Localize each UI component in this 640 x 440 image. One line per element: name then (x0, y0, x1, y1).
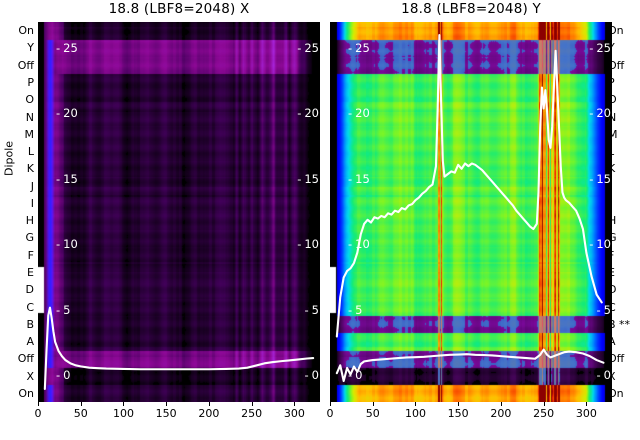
dipole-tick-right-2: Off (608, 58, 625, 72)
panel-title-y: 18.8 (LBF8=2048) Y (401, 1, 541, 17)
dipole-tick-left-7: L (27, 145, 34, 159)
overlay-series-0 (43, 306, 315, 390)
dipole-tick-left-9: J (30, 179, 34, 193)
overlay-series-0 (335, 34, 603, 338)
xtick-left-label-250: 250 (241, 407, 263, 420)
dipole-tick-left-16: C (26, 300, 34, 314)
dipole-tick-left-2: Off (17, 58, 34, 72)
xtick-left-mark-50 (80, 402, 82, 406)
dipole-tick-right-19: Off (608, 352, 625, 366)
dipole-tick-right-11: H (608, 214, 617, 228)
dipole-tick-right-4: O (608, 93, 617, 107)
dipole-tick-right-15: D (608, 283, 617, 297)
xtick-left-label-200: 200 (198, 407, 220, 420)
spectrogram-panel-x[interactable]: -25-25-20-20-15-15-10-10-5-5-0-0 (38, 22, 320, 402)
xtick-right-label-300: 300 (575, 407, 597, 420)
dipole-tick-left-3: P (27, 75, 34, 89)
x-axis-right: 0 50 100 150 200 250 300 (326, 402, 612, 436)
xtick-right-mark-50 (372, 402, 374, 406)
xtick-left-mark-150 (166, 402, 168, 406)
xtick-left-mark-100 (123, 402, 125, 406)
xtick-right-label-0: 0 (326, 407, 334, 420)
dipole-tick-left-12: G (25, 231, 34, 245)
panel-title-x: 18.8 (LBF8=2048) X (108, 1, 250, 17)
dipole-ticks-left: On Y Off P O N M L K J I H G F E D C B A Off X On (2, 22, 36, 402)
dipole-tick-right-17: B ** (608, 317, 631, 331)
overlay-curve-x (43, 306, 315, 390)
dipole-tick-left-6: M (24, 127, 35, 141)
xtick-right-label-250: 250 (533, 407, 555, 420)
dipole-tick-left-5: N (25, 110, 34, 124)
dipole-tick-left-13: F (27, 248, 34, 262)
xtick-left-label-0: 0 (34, 407, 42, 420)
xtick-right-label-150: 150 (447, 407, 469, 420)
xtick-right-label-200: 200 (490, 407, 512, 420)
dipole-tick-left-17: B (26, 317, 34, 331)
xtick-left-mark-0 (38, 402, 39, 406)
spectrogram-image-x (38, 22, 320, 402)
spectrogram-image-y (330, 22, 612, 402)
xtick-left-mark-200 (208, 402, 210, 406)
overlay-series-1 (335, 348, 605, 383)
dipole-tick-left-14: E (27, 265, 34, 279)
dipole-tick-left-4: O (25, 93, 34, 107)
xtick-left-label-300: 300 (283, 407, 305, 420)
dipole-tick-right-6: M (608, 127, 618, 141)
spectrogram-panel-y[interactable]: -25-25-20-20-15-15-10-10-5-5-0-0 (330, 22, 612, 402)
xtick-left-mark-300 (294, 402, 296, 406)
dipole-tick-left-20: X (26, 369, 34, 383)
xtick-left-mark-250 (251, 402, 253, 406)
xtick-right-label-100: 100 (404, 407, 426, 420)
dipole-tick-left-21: On (18, 386, 34, 400)
dipole-tick-left-8: K (26, 162, 34, 176)
xtick-left-label-50: 50 (73, 407, 88, 420)
dipole-tick-right-5: N (608, 110, 617, 124)
xtick-right-mark-300 (586, 402, 588, 406)
x-axis-left: 0 50 100 150 200 250 300 (34, 402, 320, 436)
dipole-tick-left-15: D (25, 283, 34, 297)
dipole-tick-left-19: Off (17, 352, 34, 366)
dipole-tick-left-0: On (18, 24, 34, 38)
xtick-right-mark-200 (500, 402, 502, 406)
xtick-right-mark-0 (330, 402, 331, 406)
xtick-left-label-100: 100 (112, 407, 134, 420)
xtick-right-mark-150 (458, 402, 460, 406)
dipole-tick-left-10: I (30, 196, 34, 210)
dipole-tick-left-18: A (26, 335, 34, 349)
xtick-left-label-150: 150 (155, 407, 177, 420)
dipole-tick-left-11: H (25, 214, 34, 228)
xtick-right-mark-100 (415, 402, 417, 406)
xtick-right-label-50: 50 (365, 407, 380, 420)
xtick-right-mark-250 (543, 402, 545, 406)
dipole-tick-right-12: G (608, 231, 617, 245)
dipole-tick-left-1: Y (27, 41, 34, 55)
overlay-curve-y (335, 34, 605, 383)
